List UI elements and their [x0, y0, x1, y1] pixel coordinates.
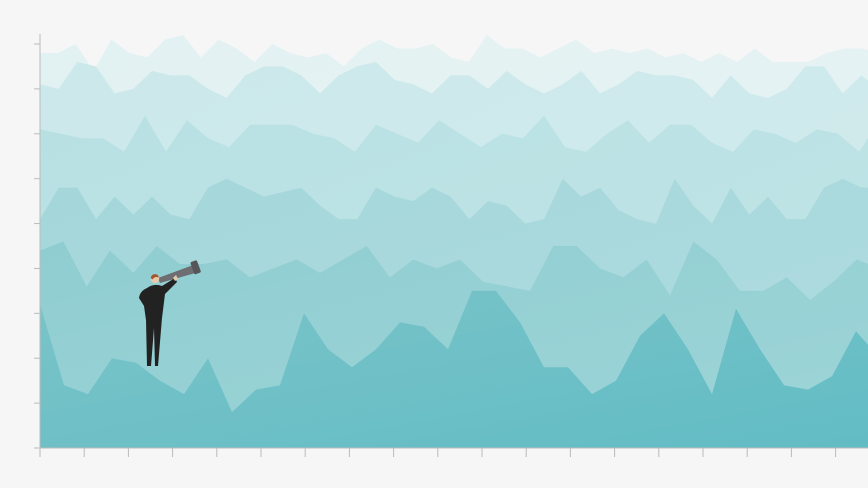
y-axis-ticks — [34, 43, 40, 449]
area-layers — [40, 35, 868, 448]
x-axis-ticks — [39, 448, 837, 457]
telescope-icon — [158, 260, 201, 283]
person-with-telescope-icon — [139, 260, 201, 366]
area-layer-1 — [40, 290, 868, 448]
axes — [34, 34, 868, 457]
